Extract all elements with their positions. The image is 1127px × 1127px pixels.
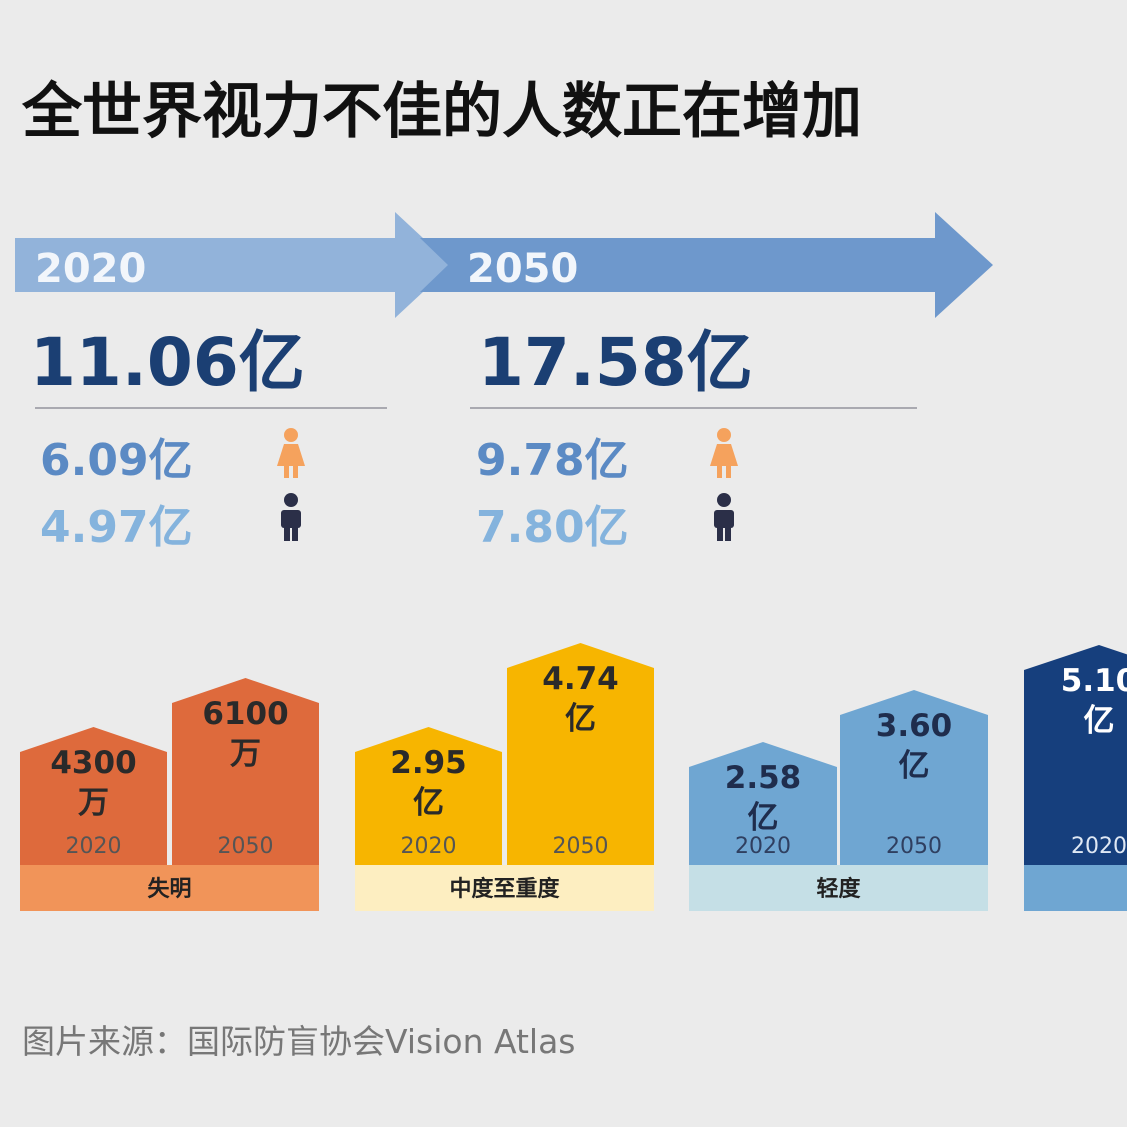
source: 图片来源：国际防盲协会Vision Atlas bbox=[22, 1022, 576, 1061]
category-label: 失明 bbox=[147, 877, 191, 902]
house bbox=[689, 742, 837, 865]
house-value: 2.58 bbox=[725, 760, 802, 796]
house-value: 3.60 bbox=[876, 708, 953, 744]
year-label: 2050 bbox=[467, 246, 578, 292]
house-value: 5.10 bbox=[1061, 663, 1127, 699]
category-band bbox=[20, 865, 319, 911]
year-label: 2020 bbox=[35, 246, 146, 292]
category-band bbox=[355, 865, 654, 911]
house bbox=[1024, 645, 1127, 865]
male-value: 7.80亿 bbox=[476, 502, 629, 553]
house-unit: 亿 bbox=[899, 748, 930, 784]
male-value: 4.97亿 bbox=[40, 502, 193, 553]
male-icon bbox=[714, 493, 734, 541]
arrow-2050 bbox=[420, 212, 993, 318]
house bbox=[507, 643, 654, 865]
house-value: 2.95 bbox=[390, 745, 467, 781]
female-value: 6.09亿 bbox=[40, 435, 193, 486]
house-value: 6100 bbox=[202, 696, 288, 732]
house-unit: 万 bbox=[230, 736, 261, 772]
house-value: 4.74 bbox=[542, 661, 619, 697]
house-year: 2050 bbox=[553, 834, 609, 859]
house-unit: 亿 bbox=[748, 800, 779, 836]
house bbox=[355, 727, 502, 865]
category-band bbox=[689, 865, 988, 911]
title: 全世界视力不佳的人数正在增加 bbox=[21, 77, 862, 147]
house-unit: 亿 bbox=[413, 785, 444, 821]
house bbox=[20, 727, 167, 865]
house bbox=[840, 690, 988, 865]
house-unit: 亿 bbox=[1084, 703, 1115, 739]
category-label: 中度至重度 bbox=[449, 876, 560, 902]
house-year: 2050 bbox=[218, 834, 274, 859]
category-band bbox=[1024, 865, 1127, 911]
house-value: 4300 bbox=[50, 745, 136, 781]
total-value: 11.06亿 bbox=[30, 324, 305, 401]
total-value: 17.58亿 bbox=[478, 324, 753, 401]
house-year: 2020 bbox=[735, 834, 791, 859]
house-year: 2050 bbox=[886, 834, 942, 859]
female-icon bbox=[710, 428, 738, 478]
house-year: 2020 bbox=[1071, 834, 1127, 859]
house-unit: 亿 bbox=[565, 701, 596, 737]
house-year: 2020 bbox=[66, 834, 122, 859]
female-icon bbox=[277, 428, 305, 478]
category-label: 轻度 bbox=[816, 876, 861, 902]
female-value: 9.78亿 bbox=[476, 435, 629, 486]
house bbox=[172, 678, 319, 865]
male-icon bbox=[281, 493, 301, 541]
arrow-2020 bbox=[15, 212, 452, 318]
house-year: 2020 bbox=[401, 834, 457, 859]
house-unit: 万 bbox=[78, 785, 109, 821]
